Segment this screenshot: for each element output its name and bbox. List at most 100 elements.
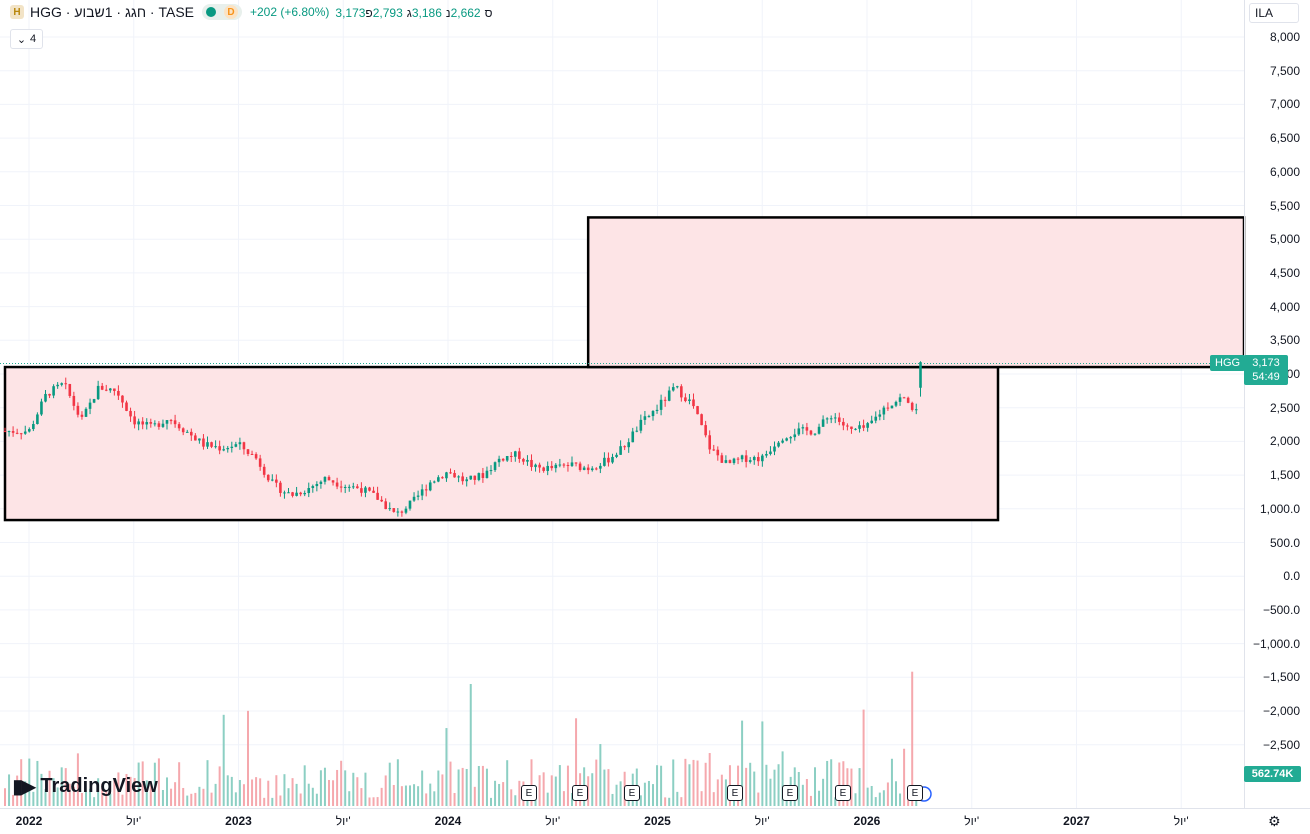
candle-body [117, 390, 120, 396]
volume-bar [895, 781, 897, 806]
volume-bar [202, 788, 205, 806]
volume-bar [465, 768, 468, 806]
candle-body [898, 397, 902, 402]
volume-bar [433, 791, 436, 806]
candle-body [88, 402, 92, 409]
candle-body [773, 446, 776, 452]
candle-body [696, 406, 699, 415]
candle-body [169, 420, 173, 422]
time-tick-label: יול' [335, 814, 351, 828]
volume-bar [587, 776, 590, 806]
candle-body [56, 384, 59, 387]
candle-body [343, 486, 347, 488]
candle-body [631, 431, 635, 443]
candle-body [157, 423, 161, 427]
candle-body [720, 455, 724, 463]
volume-bar [761, 721, 764, 806]
candle-body [716, 449, 720, 456]
volume-bar [12, 794, 15, 806]
candle-body [700, 414, 703, 426]
price-tick-label: 5,500 [1269, 198, 1300, 213]
volume-bar [125, 773, 128, 806]
volume-bar [838, 762, 841, 806]
ohlc-label: ג [406, 5, 412, 20]
volume-bar [652, 784, 654, 806]
price-tick-label: 8,000 [1269, 30, 1300, 44]
candle-body [736, 458, 740, 460]
candle-body [331, 480, 335, 483]
candle-body [607, 457, 610, 463]
volume-bar [328, 779, 330, 806]
volume-bar [469, 683, 472, 806]
candle-body [611, 456, 614, 463]
volume-bar [141, 761, 144, 806]
volume-bar [356, 777, 359, 806]
earnings-event-marker[interactable]: E [727, 785, 743, 801]
earnings-event-marker[interactable]: E [782, 785, 798, 801]
symbol-logo-icon[interactable]: H [10, 5, 24, 19]
time-tick-label: 2026 [853, 814, 881, 828]
price-tick-label: 3,500 [1269, 333, 1300, 348]
symbol-title[interactable]: HGG · חגג · 1שבוע · TASE [30, 4, 194, 20]
candle-body [757, 457, 760, 462]
candle-body [372, 490, 375, 493]
volume-bar [712, 792, 715, 806]
volume-bar [376, 797, 379, 806]
candle-body [368, 487, 371, 491]
volume-bar [696, 760, 699, 806]
volume-bar [741, 720, 744, 806]
volume-bar [485, 768, 488, 806]
volume-bar [89, 788, 92, 806]
candle-body [676, 386, 679, 388]
candle-body [842, 421, 845, 426]
price-tick-label: 5,000 [1269, 232, 1300, 247]
volume-bar [660, 765, 663, 806]
price-tick-label: 1,500 [1269, 468, 1300, 483]
candle-body [3, 431, 7, 433]
earnings-event-marker[interactable]: E [521, 785, 537, 801]
earnings-event-marker[interactable]: E [624, 785, 640, 801]
volume-bar [404, 785, 407, 806]
ohlc-label: ס [484, 5, 493, 20]
candle-body [11, 431, 15, 433]
volume-bar [769, 778, 772, 806]
market-status-pill[interactable]: D [202, 4, 242, 20]
volume-bar [518, 780, 521, 806]
candle-body [724, 460, 728, 463]
candle-body [194, 435, 197, 441]
candle-body [497, 458, 501, 463]
candle-body [76, 405, 80, 415]
volume-bar [56, 787, 59, 806]
volume-bar [911, 671, 914, 806]
candle-body [522, 458, 525, 462]
volume-bar [259, 778, 262, 806]
candle-body [185, 431, 189, 433]
candle-body [493, 462, 497, 471]
candle-body [92, 399, 96, 403]
volume-bar [801, 784, 804, 806]
candle-body [311, 486, 315, 489]
tradingview-logo[interactable]: ▮▶ TradingView [12, 774, 158, 799]
time-tick-label: יול' [126, 814, 142, 828]
candle-body [28, 429, 31, 432]
candle-body [489, 470, 493, 472]
candle-body [113, 388, 116, 391]
volume-bar [4, 788, 6, 806]
earnings-event-marker[interactable]: E [907, 785, 923, 801]
candle-body [40, 401, 43, 415]
volume-bar [716, 779, 719, 806]
candle-body [854, 428, 857, 430]
indicators-toggle-button[interactable]: ⌄ 4 [10, 29, 43, 49]
volume-bar [271, 797, 274, 806]
earnings-event-marker[interactable]: E [835, 785, 851, 801]
volume-bar [510, 789, 513, 806]
candle-body [32, 424, 35, 430]
candle-body [23, 431, 27, 434]
earnings-event-marker[interactable]: E [572, 785, 588, 801]
settings-gear-icon[interactable]: ⚙ [1268, 813, 1281, 829]
volume-bar [255, 777, 258, 806]
candle-body [728, 460, 732, 463]
time-tick-label: 2023 [225, 814, 252, 828]
currency-selector[interactable]: ILA [1249, 3, 1299, 23]
